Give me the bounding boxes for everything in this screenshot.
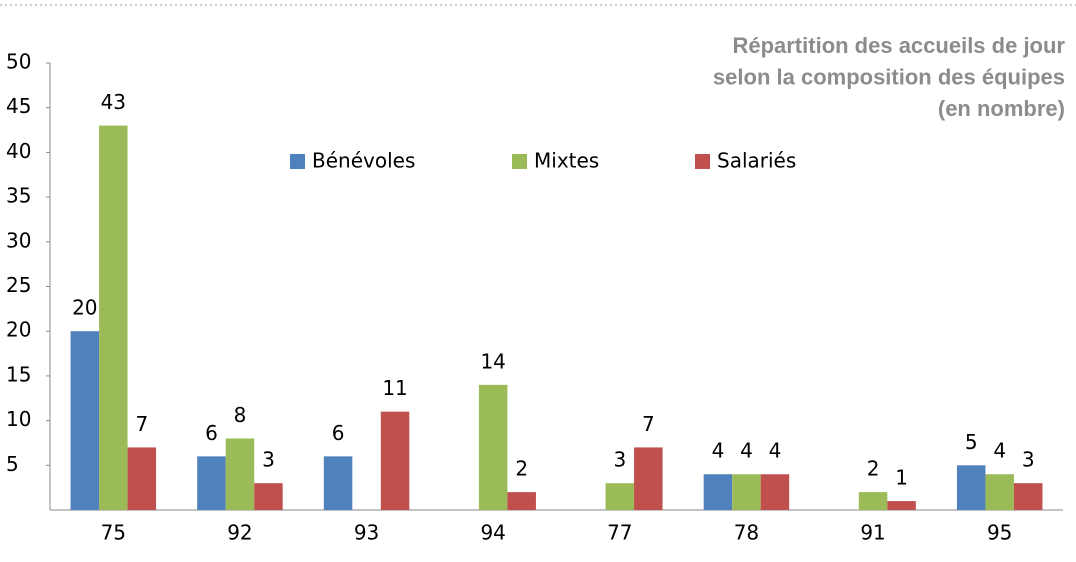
bar — [254, 483, 283, 510]
data-label: 11 — [382, 376, 407, 400]
data-label: 4 — [769, 439, 782, 463]
y-tick-label: 15 — [6, 362, 31, 386]
bar — [858, 492, 888, 510]
data-label: 4 — [993, 439, 1006, 463]
data-label: 43 — [101, 90, 126, 114]
y-tick-label: 45 — [6, 94, 31, 118]
data-label: 3 — [1022, 448, 1035, 472]
x-tick-label: 91 — [860, 521, 885, 545]
bar — [732, 474, 761, 510]
bar — [197, 456, 226, 510]
data-label: 5 — [965, 430, 978, 454]
y-tick-label: 50 — [6, 50, 31, 74]
x-tick-label: 78 — [734, 521, 759, 545]
bar — [634, 447, 663, 510]
bar — [225, 438, 255, 510]
data-label: 4 — [740, 439, 753, 463]
data-label: 2 — [867, 457, 880, 481]
legend-label: Salariés — [717, 149, 796, 173]
bar — [127, 447, 157, 510]
data-label: 3 — [613, 448, 626, 472]
bar — [380, 411, 410, 510]
y-tick-label: 35 — [6, 184, 31, 208]
legend-label: Mixtes — [534, 149, 599, 173]
x-tick-label: 95 — [987, 521, 1012, 545]
data-label: 6 — [332, 421, 345, 445]
y-tick-label: 10 — [6, 407, 31, 431]
bar — [956, 465, 986, 510]
bar — [99, 125, 128, 510]
chart-title: selon la composition des équipes — [713, 64, 1065, 89]
y-tick-label: 20 — [6, 318, 31, 342]
x-tick-label: 77 — [607, 521, 632, 545]
data-label: 3 — [262, 448, 275, 472]
x-tick-label: 93 — [354, 521, 379, 545]
bar — [703, 474, 733, 510]
y-tick-label: 5 — [6, 452, 19, 476]
data-label: 7 — [642, 412, 655, 436]
data-label: 4 — [712, 439, 725, 463]
x-tick-label: 94 — [480, 521, 505, 545]
legend-swatch — [290, 154, 305, 169]
bar — [478, 384, 508, 510]
y-tick-label: 25 — [6, 273, 31, 297]
data-label: 1 — [895, 466, 908, 490]
bar — [70, 331, 100, 510]
data-label: 6 — [205, 421, 218, 445]
data-label: 2 — [515, 457, 528, 481]
x-tick-label: 75 — [101, 521, 126, 545]
y-tick-label: 40 — [6, 139, 31, 163]
y-tick-label: 30 — [6, 228, 31, 252]
data-label: 8 — [234, 403, 247, 427]
bar — [605, 483, 635, 510]
bar — [887, 501, 916, 510]
bar — [760, 474, 790, 510]
legend-label: Bénévoles — [312, 149, 415, 173]
bar — [507, 492, 536, 510]
bar — [1013, 483, 1043, 510]
bar — [985, 474, 1014, 510]
x-tick-label: 92 — [227, 521, 252, 545]
data-label: 14 — [480, 349, 505, 373]
data-label: 7 — [135, 412, 148, 436]
bar — [323, 456, 353, 510]
chart-title: (en nombre) — [938, 96, 1065, 121]
data-label: 20 — [72, 296, 97, 320]
legend-swatch — [512, 154, 527, 169]
legend-swatch — [695, 154, 710, 169]
chart-title: Répartition des accueils de jour — [732, 33, 1065, 58]
